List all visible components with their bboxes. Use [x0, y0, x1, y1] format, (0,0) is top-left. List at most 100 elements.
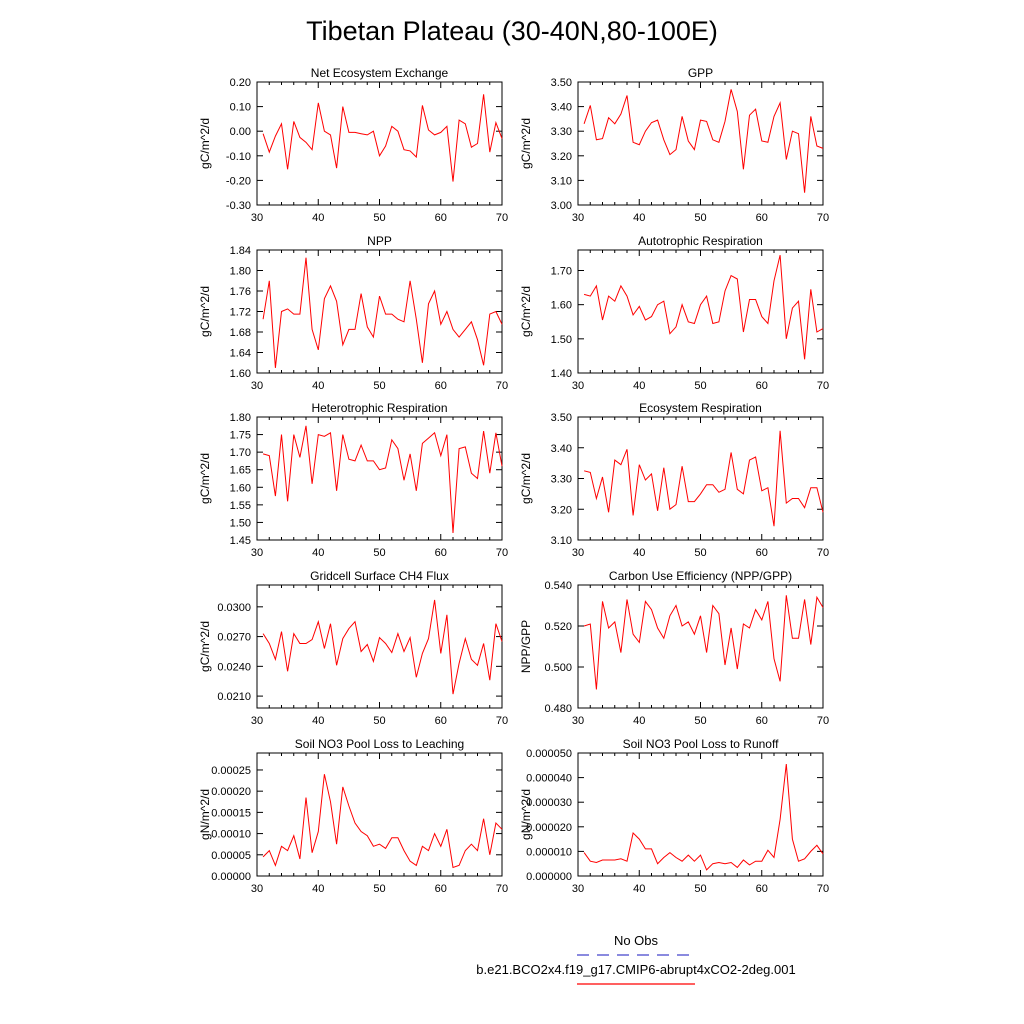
panel-title: NPP	[367, 234, 392, 248]
series-line	[262, 425, 503, 534]
panel-ecosystem-respiration: Ecosystem Respiration 30 40 50 60 70 3.10 3.20 3…	[519, 401, 829, 559]
legend-label-no-obs: No Obs	[614, 933, 659, 948]
y-tick-label: 3.30	[551, 126, 572, 138]
series-line	[583, 595, 824, 690]
y-tick-label: 1.80	[230, 266, 251, 278]
panel-title: Net Ecosystem Exchange	[311, 66, 449, 80]
y-tick-label: 1.72	[230, 307, 251, 319]
plot-frame	[256, 752, 503, 877]
y-tick-label: 1.64	[230, 348, 251, 360]
panel-gridcell-surface-ch4-flux: Gridcell Surface CH4 Flux 30 40 50 60 70 0.021…	[198, 569, 508, 727]
plot-frame	[256, 584, 503, 709]
panel-soil-no3-pool-loss-to-runoff: Soil NO3 Pool Loss to Runoff 30 40 50 60 70 0.…	[519, 737, 829, 895]
plot-frame	[577, 249, 824, 374]
y-tick-label: 3.30	[551, 474, 572, 486]
x-tick-label: 50	[373, 212, 385, 224]
legend-label-model-run: b.e21.BCO2x4.f19_g17.CMIP6-abrupt4xCO2-2…	[476, 962, 795, 977]
y-tick-label: 3.40	[551, 102, 572, 114]
y-tick-label: 1.68	[230, 327, 251, 339]
x-tick-label: 70	[496, 380, 508, 392]
y-tick-label: 3.10	[551, 175, 572, 187]
y-tick-label: 0.00010	[211, 829, 251, 841]
x-tick-label: 50	[373, 380, 385, 392]
y-tick-label: 1.84	[230, 245, 251, 257]
x-tick-label: 70	[817, 547, 829, 559]
x-tick-label: 50	[694, 883, 706, 895]
plot-frame	[577, 752, 824, 877]
panel-title: GPP	[688, 66, 713, 80]
y-tick-label: 1.65	[230, 465, 251, 477]
series-line	[583, 254, 824, 360]
y-axis-label: NPP/GPP	[519, 620, 533, 673]
x-tick-label: 70	[496, 212, 508, 224]
y-axis-label: gN/m^2/d	[519, 789, 533, 840]
x-tick-label: 30	[572, 715, 584, 727]
plot-frame	[577, 584, 824, 709]
series-line	[583, 89, 824, 193]
y-axis-label: gC/m^2/d	[519, 118, 533, 169]
y-tick-label: 0.00005	[211, 850, 251, 862]
y-tick-label: 1.70	[230, 447, 251, 459]
y-tick-label: 0.000000	[526, 871, 572, 883]
y-tick-label: 0.00015	[211, 807, 251, 819]
y-tick-label: 3.40	[551, 443, 572, 455]
x-tick-label: 40	[633, 883, 645, 895]
panel-npp: NPP 30 40 50 60 70 1.60 1.64 1.68 1.72 1.76 1.80 1.8…	[198, 234, 508, 392]
y-axis-label: gN/m^2/d	[198, 789, 212, 840]
y-tick-label: 1.75	[230, 430, 251, 442]
y-tick-label: 0.000040	[526, 773, 572, 785]
chart-panels: Net Ecosystem Exchange 30 40 50 60 70 -0.30 -0.…	[198, 66, 829, 895]
panel-title: Soil NO3 Pool Loss to Runoff	[623, 737, 780, 751]
y-axis-label: gC/m^2/d	[198, 118, 212, 169]
panel-title: Carbon Use Efficiency (NPP/GPP)	[609, 569, 792, 583]
x-tick-label: 70	[817, 380, 829, 392]
y-axis-label: gC/m^2/d	[198, 286, 212, 337]
legend: No Obs b.e21.BCO2x4.f19_g17.CMIP6-abrupt…	[476, 933, 796, 985]
y-tick-label: 0.10	[230, 102, 251, 114]
y-tick-label: 1.60	[230, 368, 251, 380]
series-line	[583, 430, 824, 527]
x-tick-label: 60	[435, 547, 447, 559]
x-tick-label: 70	[496, 547, 508, 559]
x-tick-label: 40	[312, 883, 324, 895]
y-tick-label: 0.20	[230, 77, 251, 89]
x-tick-label: 60	[756, 212, 768, 224]
y-tick-label: 1.60	[551, 300, 572, 312]
x-tick-label: 60	[435, 212, 447, 224]
x-tick-label: 60	[756, 715, 768, 727]
plot-frame	[256, 249, 503, 374]
y-tick-label: 3.20	[551, 504, 572, 516]
y-tick-label: -0.20	[226, 175, 251, 187]
y-tick-label: 0.520	[544, 621, 572, 633]
y-axis-label: gC/m^2/d	[198, 453, 212, 504]
y-tick-label: 1.50	[230, 517, 251, 529]
y-tick-label: 0.540	[544, 580, 572, 592]
x-tick-label: 50	[694, 547, 706, 559]
x-tick-label: 30	[251, 715, 263, 727]
x-tick-label: 40	[312, 212, 324, 224]
y-axis-label: gC/m^2/d	[519, 286, 533, 337]
y-tick-label: 0.00025	[211, 765, 251, 777]
y-tick-label: 1.80	[230, 412, 251, 424]
panel-soil-no3-pool-loss-to-leaching: Soil NO3 Pool Loss to Leaching 30 40 50 60 70…	[198, 737, 508, 895]
y-tick-label: 1.50	[551, 334, 572, 346]
y-tick-label: 0.0300	[217, 602, 251, 614]
y-tick-label: -0.30	[226, 200, 251, 212]
x-tick-label: 60	[435, 715, 447, 727]
y-tick-label: 0.0210	[217, 691, 251, 703]
y-tick-label: 1.55	[230, 500, 251, 512]
x-tick-label: 40	[633, 380, 645, 392]
x-tick-label: 30	[572, 212, 584, 224]
panel-heterotrophic-respiration: Heterotrophic Respiration 30 40 50 60 70 1.45 1…	[198, 401, 508, 559]
y-tick-label: 3.10	[551, 535, 572, 547]
x-tick-label: 30	[572, 380, 584, 392]
panel-title: Heterotrophic Respiration	[311, 401, 447, 415]
x-tick-label: 40	[633, 715, 645, 727]
series-line	[262, 774, 503, 869]
y-tick-label: 0.000030	[526, 797, 572, 809]
y-axis-label: gC/m^2/d	[198, 621, 212, 672]
x-tick-label: 50	[694, 212, 706, 224]
x-tick-label: 40	[633, 547, 645, 559]
plot-frame	[577, 416, 824, 541]
x-tick-label: 30	[572, 883, 584, 895]
